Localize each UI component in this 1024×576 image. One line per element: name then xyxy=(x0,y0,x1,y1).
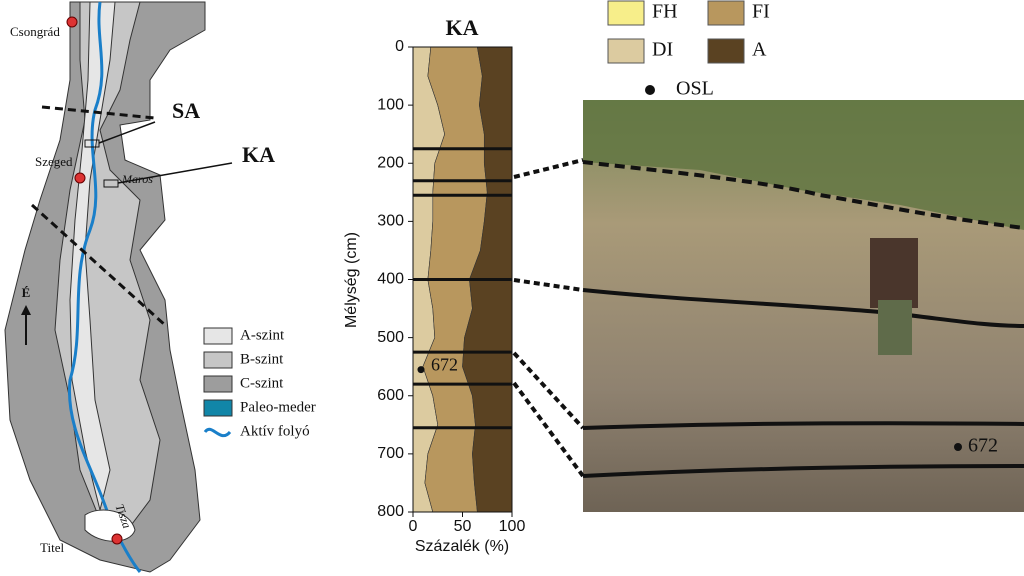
sample-label: 672 xyxy=(968,435,998,457)
north-arrow-head xyxy=(21,305,31,315)
place-dot xyxy=(111,533,123,545)
y-tick-label: 700 xyxy=(377,445,404,462)
place-dot xyxy=(66,16,78,28)
place-label: Szeged xyxy=(35,154,73,169)
y-tick-label: 500 xyxy=(377,329,404,346)
connector xyxy=(512,351,585,430)
y-tick-label: 400 xyxy=(377,271,404,288)
legend-label: Aktív folyó xyxy=(240,423,310,439)
legend-swatch xyxy=(707,38,745,64)
legend-swatch xyxy=(607,0,645,26)
chart-title: KA xyxy=(446,15,479,40)
legend-label: FI xyxy=(752,1,770,23)
y-tick-label: 0 xyxy=(395,38,404,55)
section-line xyxy=(41,105,156,120)
legend-label: A-szint xyxy=(240,327,285,343)
legend-label: FH xyxy=(652,1,678,23)
vegetation xyxy=(583,100,1024,230)
osl-point xyxy=(417,366,425,374)
legend-swatch xyxy=(607,38,645,64)
x-tick-label: 100 xyxy=(499,518,526,535)
legend-swatch xyxy=(707,0,745,26)
y-tick-label: 100 xyxy=(377,96,404,113)
y-axis-label: Mélység (cm) xyxy=(343,232,360,328)
legend-label: OSL xyxy=(676,78,714,100)
legend-label: DI xyxy=(652,39,673,61)
chart: 0 100 200 300 400 500 600 700 800 0 50 100 672 FH DI FI… xyxy=(377,0,770,535)
site-arrow xyxy=(98,121,156,144)
connectors xyxy=(512,158,585,478)
map: Csongrád Szeged Titel Maros Tisza SA KA … xyxy=(4,1,316,573)
legend-label: A xyxy=(752,39,767,61)
section-line xyxy=(30,203,167,327)
x-tick-label: 50 xyxy=(454,518,472,535)
river-label: Maros xyxy=(121,172,153,186)
connector xyxy=(513,278,584,292)
person xyxy=(870,238,918,308)
legend-swatch xyxy=(203,375,233,393)
legend-label: B-szint xyxy=(240,351,284,367)
place-label: Csongrád xyxy=(10,24,60,39)
legend-swatch xyxy=(203,351,233,369)
site-box xyxy=(84,139,100,148)
person xyxy=(878,300,912,355)
y-tick-label: 300 xyxy=(377,213,404,230)
legend-swatch xyxy=(203,327,233,345)
connector xyxy=(513,158,584,179)
y-tick-label: 200 xyxy=(377,154,404,171)
legend-label: Paleo-meder xyxy=(240,399,316,415)
x-axis-label: Százalék (%) xyxy=(415,538,509,555)
place-dot xyxy=(74,172,86,184)
site-label: KA xyxy=(242,142,275,167)
site-label: SA xyxy=(172,98,200,123)
photo-boundary xyxy=(582,464,1024,478)
x-tick-label: 0 xyxy=(409,518,418,535)
legend-label: C-szint xyxy=(240,375,284,391)
sample-dot xyxy=(954,443,962,451)
y-tick-label: 800 xyxy=(377,503,404,520)
titel-plateau xyxy=(84,509,136,542)
legend-osl-dot xyxy=(645,85,655,95)
osl-sample-label: 672 xyxy=(431,355,458,375)
site-box xyxy=(103,179,119,188)
place-label: Titel xyxy=(40,540,64,555)
photo-boundary xyxy=(582,288,1024,328)
a-level xyxy=(69,1,116,511)
site-arrow xyxy=(117,162,233,184)
legend-swatch xyxy=(203,399,233,417)
photo: 672 xyxy=(582,100,1024,512)
north-label: É xyxy=(22,285,31,300)
y-tick-label: 600 xyxy=(377,387,404,404)
connector xyxy=(512,381,585,478)
legend-swatch xyxy=(203,427,232,438)
photo-boundary xyxy=(582,421,1024,430)
photo-boundary xyxy=(582,160,1024,230)
